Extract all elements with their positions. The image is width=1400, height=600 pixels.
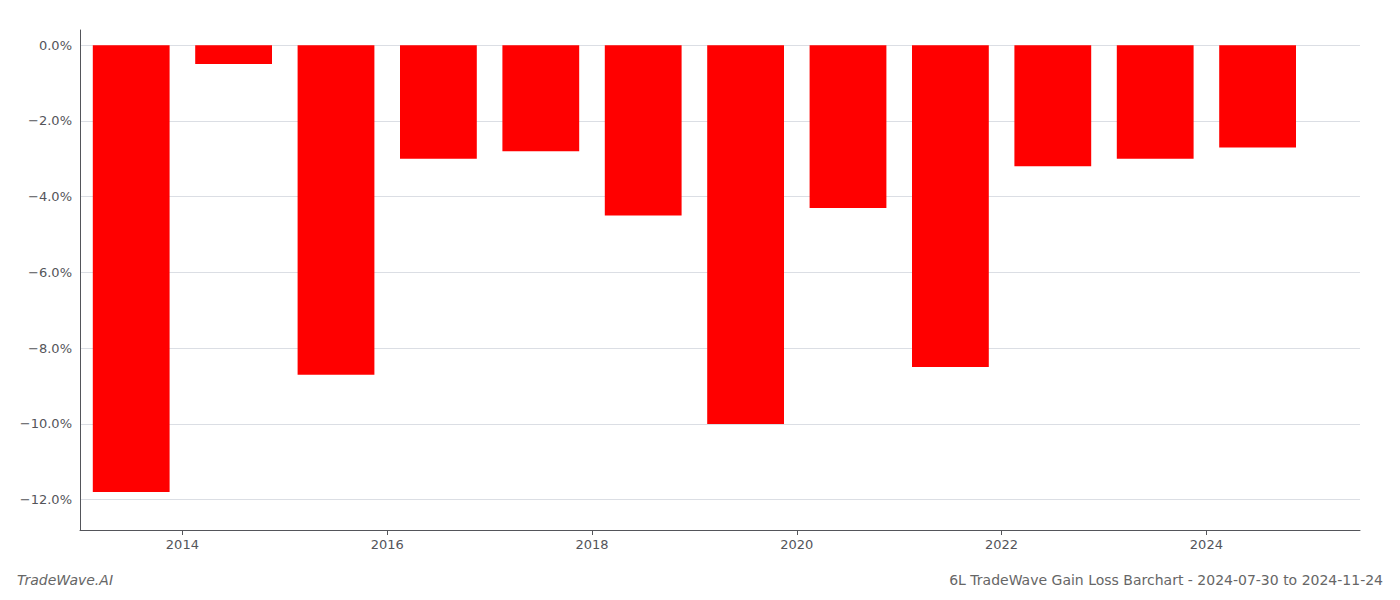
svg-text:−8.0%: −8.0% [28,341,72,356]
svg-text:−6.0%: −6.0% [28,265,72,280]
svg-text:TradeWave.AI: TradeWave.AI [17,572,113,588]
svg-text:−10.0%: −10.0% [20,416,72,431]
svg-text:6L TradeWave Gain Loss Barchar: 6L TradeWave Gain Loss Barchart - 2024-0… [949,572,1383,588]
svg-text:2022: 2022 [985,537,1018,552]
svg-text:0.0%: 0.0% [39,38,72,53]
svg-text:−12.0%: −12.0% [20,492,72,507]
svg-text:2020: 2020 [780,537,813,552]
svg-text:−2.0%: −2.0% [28,113,72,128]
svg-text:2024: 2024 [1190,537,1223,552]
svg-text:2018: 2018 [575,537,608,552]
svg-text:2014: 2014 [166,537,199,552]
svg-text:2016: 2016 [371,537,404,552]
svg-text:−4.0%: −4.0% [28,189,72,204]
